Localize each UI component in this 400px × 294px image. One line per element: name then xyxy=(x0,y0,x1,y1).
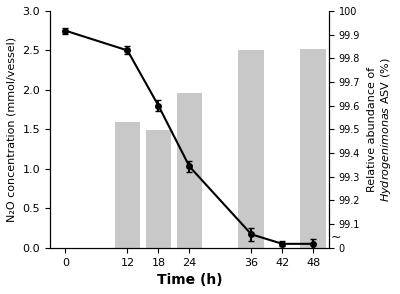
Bar xyxy=(114,122,140,248)
Bar xyxy=(300,49,326,248)
Y-axis label: N₂O concentration (mmol/vessel): N₂O concentration (mmol/vessel) xyxy=(7,37,17,222)
X-axis label: Time (h): Time (h) xyxy=(157,273,222,287)
Text: ~: ~ xyxy=(330,230,341,244)
Bar xyxy=(238,50,264,248)
Y-axis label: Relative abundance of
$\it{Hydrogenimonas}$ ASV (%): Relative abundance of $\it{Hydrogenimona… xyxy=(367,57,393,202)
Bar xyxy=(176,93,202,248)
Bar xyxy=(146,130,171,248)
